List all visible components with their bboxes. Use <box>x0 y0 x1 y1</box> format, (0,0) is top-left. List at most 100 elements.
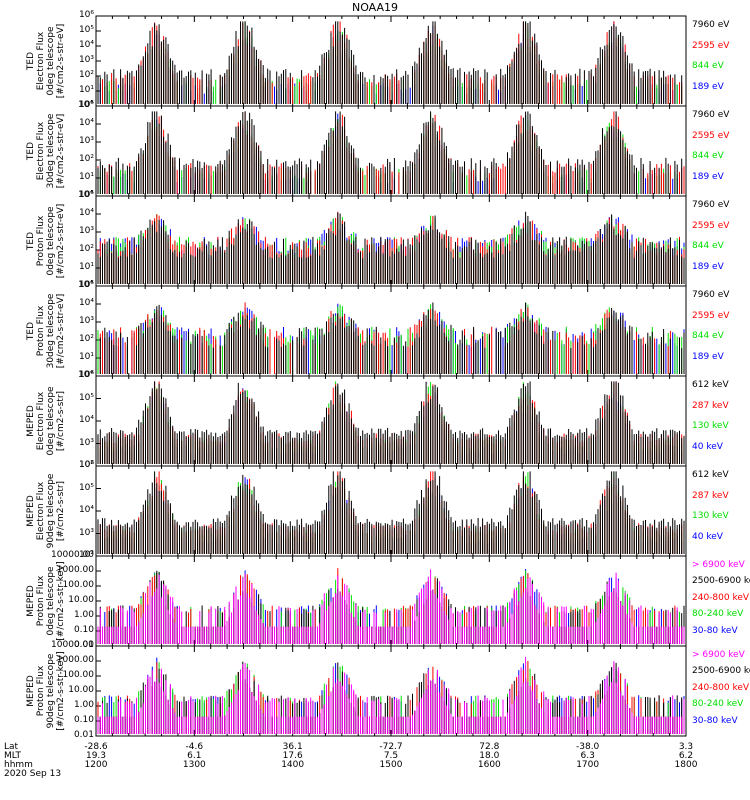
legend-entry: 40 keV <box>692 531 723 542</box>
panel-1 <box>95 15 687 107</box>
footer-value: 1300 <box>182 760 206 770</box>
y-tick-label: 10³ <box>78 136 94 146</box>
y-tick-label: 10⁵ <box>78 482 94 493</box>
legend-entry: 2595 eV <box>692 310 730 321</box>
y-axis-label-line: TED <box>26 231 36 251</box>
y-axis-label-line: MEPED <box>26 585 36 617</box>
y-axis-label-line: Proton Flux <box>36 215 46 267</box>
y-tick-label: 10² <box>78 244 94 254</box>
y-tick-label: 10⁴ <box>78 40 94 50</box>
y-axis-label: MEPED Electron Flux 0deg telescope [#/cm2-s… <box>26 376 70 466</box>
y-tick-label: 0.10 <box>73 625 94 635</box>
y-tick-label: 10² <box>78 550 94 560</box>
y-tick-label: 10² <box>78 460 94 470</box>
legend-entry: 2500-6900 keV <box>692 576 750 587</box>
legend-entry: 189 eV <box>692 261 724 272</box>
y-axis-label-line: TED <box>26 141 36 161</box>
series-trace <box>99 302 685 374</box>
legend-entry: 80-240 keV <box>692 699 744 710</box>
y-tick-label: 10⁴ <box>78 298 94 308</box>
y-tick-label: 10² <box>78 70 94 80</box>
panel-2 <box>95 105 687 197</box>
legend-entry: 40 keV <box>692 441 723 452</box>
y-tick-label: 10° <box>78 370 94 380</box>
legend-entry: 80-240 keV <box>692 609 744 620</box>
footer-value: -28.6 <box>84 742 108 752</box>
y-axis-label-line: [#/cm2-s-str-eV] <box>56 113 66 189</box>
footer-value: 6.3 <box>580 751 595 761</box>
y-tick-label: 10⁶ <box>78 10 94 20</box>
y-axis-label-line: [#/cm2-s-str-eV] <box>56 203 66 279</box>
legend-entry: 844 eV <box>692 241 724 251</box>
y-axis-label-line: Proton Flux <box>36 665 46 717</box>
series-trace <box>97 656 685 734</box>
legend-entry: 612 keV <box>692 470 729 480</box>
y-axis-label-line: TED <box>26 51 36 71</box>
y-tick-label: 10000.00 <box>51 640 94 650</box>
legend-entry: 2595 eV <box>692 130 730 141</box>
y-axis-label-line: [#/cm2-s-str] <box>56 480 66 542</box>
y-tick-label: 0.01 <box>73 640 94 650</box>
y-axis-label-line: 0deg telescope <box>46 26 56 96</box>
y-axis-label: MEPED Electron Flux 90deg telescope [#/cm2-… <box>26 466 70 556</box>
footer-value: 1800 <box>674 760 698 770</box>
y-tick-label: 1000.00 <box>56 655 94 665</box>
y-tick-label: 100.00 <box>62 670 95 680</box>
footer-value: 6.2 <box>678 751 694 761</box>
panel-3 <box>95 195 687 287</box>
y-tick-label: 10¹ <box>78 262 94 272</box>
series-trace <box>102 113 685 194</box>
y-axis-label-line: [#/cm2-s-str-eV] <box>56 293 66 369</box>
footer-value: 1600 <box>477 760 501 770</box>
legend-entry: 189 eV <box>692 81 724 92</box>
y-axis-label-line: 90deg telescope <box>46 653 56 729</box>
y-tick-label: 10.00 <box>68 685 94 695</box>
y-tick-label: 10⁶ <box>78 460 94 470</box>
panel-7 <box>95 555 687 647</box>
footer-value: 36.1 <box>282 742 303 752</box>
legend-entry: 612 keV <box>692 380 729 390</box>
y-axis-label: TED Proton Flux 0deg telescope [#/cm2-s-str… <box>26 196 70 286</box>
y-tick-label: 10³ <box>78 226 94 236</box>
footer-value: 18.0 <box>479 751 500 761</box>
y-axis-label-line: MEPED <box>26 675 36 707</box>
y-axis-label-line: [#/cm2-s-str] <box>56 390 66 452</box>
y-tick-label: 10¹ <box>78 85 94 95</box>
legend-entry: 7960 eV <box>692 200 730 210</box>
series-trace <box>97 21 680 104</box>
y-axis-label-line: Electron Flux <box>36 481 46 541</box>
y-tick-label: 10° <box>78 190 94 200</box>
footer-value: -4.6 <box>185 742 204 752</box>
footer-value: 1200 <box>84 760 108 770</box>
footer-value: 17.6 <box>282 751 303 761</box>
panel-5 <box>95 375 687 467</box>
y-axis-label-line: 0deg telescope <box>46 386 56 456</box>
y-tick-label: 0.10 <box>73 715 94 725</box>
y-axis-label-line: Proton Flux <box>36 575 46 627</box>
y-axis-label: TED Electron Flux 0deg telescope [#/cm2-s-s… <box>26 16 70 106</box>
y-axis-label: MEPED Proton Flux 0deg telescope [#/cm2-s-s… <box>26 556 70 646</box>
y-axis-label-line: Electron Flux <box>36 121 46 181</box>
y-tick-label: 10.00 <box>68 595 94 605</box>
chart-title: NOAA19 <box>351 1 399 14</box>
legend-entry: 30-80 keV <box>692 625 738 636</box>
legend-entry: > 6900 keV <box>692 650 745 660</box>
panel-4 <box>95 285 687 377</box>
y-axis-label-line: Electron Flux <box>36 391 46 451</box>
legend-entry: 240-800 keV <box>692 682 750 693</box>
y-tick-label: 10⁵ <box>78 190 94 200</box>
footer-row-label: MLT <box>4 751 22 761</box>
y-tick-label: 10³ <box>78 437 94 448</box>
y-axis-label-line: TED <box>26 321 36 341</box>
y-axis-label-line: 0deg telescope <box>46 206 56 276</box>
y-axis-label-line: 30deg telescope <box>46 113 56 189</box>
y-tick-label: 10⁴ <box>78 118 94 128</box>
series-trace <box>97 111 683 194</box>
y-tick-label: 10° <box>78 280 94 290</box>
y-tick-label: 1.00 <box>73 700 94 710</box>
legend-entry: > 6900 keV <box>692 560 745 570</box>
y-tick-label: 10³ <box>78 527 94 538</box>
footer-row-label: Lat <box>4 742 19 752</box>
panel-6 <box>95 465 687 557</box>
y-tick-label: 10⁵ <box>78 392 94 403</box>
